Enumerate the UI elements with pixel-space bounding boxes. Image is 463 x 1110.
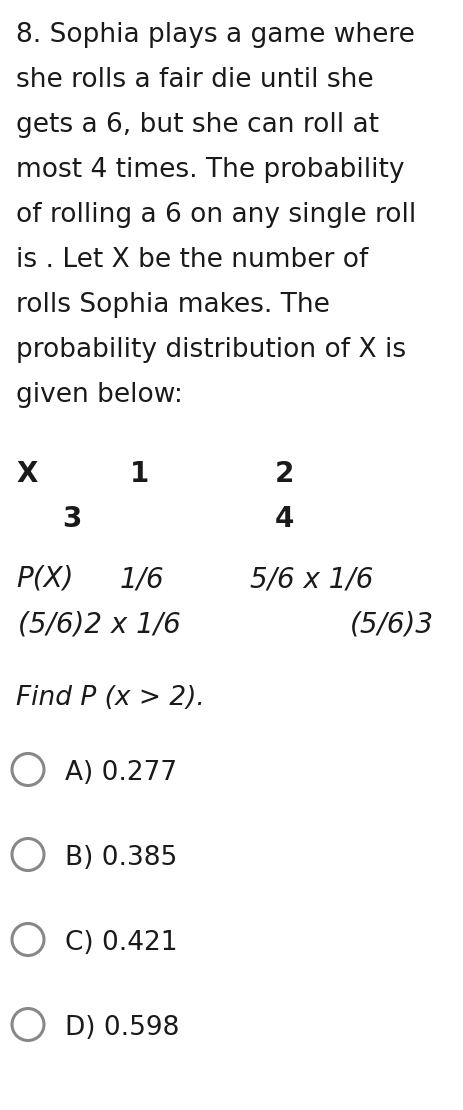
Text: most 4 times. The probability: most 4 times. The probability — [16, 157, 405, 183]
Text: 1/6: 1/6 — [120, 565, 165, 593]
Text: given below:: given below: — [16, 382, 183, 408]
Text: 2: 2 — [275, 460, 294, 488]
Text: 4: 4 — [275, 505, 294, 533]
Text: P(X): P(X) — [16, 565, 74, 593]
Text: rolls Sophia makes. The: rolls Sophia makes. The — [16, 292, 330, 317]
Text: C) 0.421: C) 0.421 — [65, 930, 177, 956]
Text: gets a 6, but she can roll at: gets a 6, but she can roll at — [16, 112, 379, 138]
Text: 5/6 x 1/6: 5/6 x 1/6 — [250, 565, 373, 593]
Text: 1: 1 — [130, 460, 149, 488]
Text: B) 0.385: B) 0.385 — [65, 845, 177, 871]
Text: A) 0.277: A) 0.277 — [65, 760, 177, 786]
Text: (5/6)3: (5/6)3 — [350, 610, 434, 638]
Text: Find P (x > 2).: Find P (x > 2). — [16, 685, 205, 712]
Text: 8. Sophia plays a game where: 8. Sophia plays a game where — [16, 22, 415, 48]
Text: she rolls a fair die until she: she rolls a fair die until she — [16, 67, 374, 93]
Text: of rolling a 6 on any single roll: of rolling a 6 on any single roll — [16, 202, 416, 228]
Text: is . Let X be the number of: is . Let X be the number of — [16, 248, 369, 273]
Text: D) 0.598: D) 0.598 — [65, 1015, 179, 1041]
Text: probability distribution of X is: probability distribution of X is — [16, 337, 406, 363]
Text: 3: 3 — [62, 505, 81, 533]
Text: X: X — [16, 460, 38, 488]
Text: (5/6)2 x 1/6: (5/6)2 x 1/6 — [18, 610, 181, 638]
